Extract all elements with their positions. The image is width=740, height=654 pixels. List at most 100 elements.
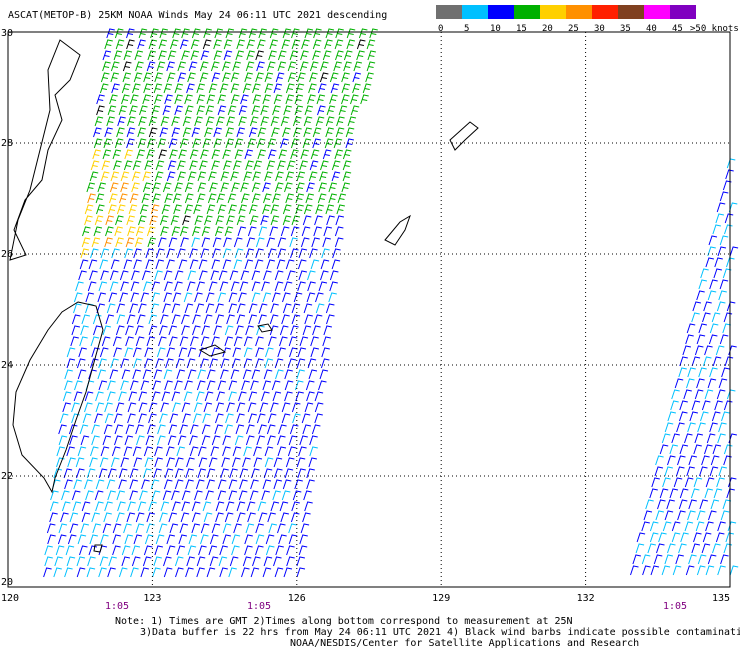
wind-barb bbox=[318, 182, 327, 193]
wind-barb bbox=[693, 532, 702, 543]
wind-barb bbox=[49, 501, 59, 512]
wind-barb bbox=[701, 400, 711, 411]
wind-barb bbox=[274, 468, 283, 479]
wind-barb bbox=[225, 501, 235, 512]
wind-barb bbox=[139, 490, 148, 501]
wind-barb bbox=[182, 215, 191, 226]
wind-barb bbox=[264, 72, 274, 83]
wind-barb bbox=[199, 270, 208, 281]
wind-barb bbox=[212, 248, 221, 259]
wind-barb bbox=[219, 545, 228, 556]
wind-barb bbox=[75, 281, 84, 292]
wind-barb bbox=[73, 479, 82, 490]
wind-barb bbox=[131, 171, 141, 182]
wind-barb bbox=[135, 325, 144, 336]
wind-barb bbox=[94, 215, 104, 226]
wind-barb bbox=[697, 422, 706, 433]
wind-barb bbox=[264, 83, 274, 94]
wind-barb bbox=[200, 358, 209, 369]
wind-barb bbox=[98, 380, 108, 391]
wind-barb bbox=[273, 479, 282, 490]
wind-barb bbox=[244, 534, 253, 545]
wind-barb bbox=[718, 378, 728, 389]
wind-barb bbox=[664, 554, 673, 565]
wind-barb bbox=[209, 358, 218, 369]
wind-barb bbox=[250, 567, 260, 578]
wind-barb bbox=[131, 270, 140, 281]
wind-barb bbox=[307, 358, 317, 369]
wind-barb bbox=[267, 413, 277, 424]
wind-barb bbox=[245, 523, 255, 534]
wind-barb bbox=[165, 358, 174, 369]
wind-barb bbox=[123, 446, 133, 457]
wind-barb bbox=[331, 259, 341, 270]
wind-barb bbox=[287, 358, 297, 369]
wind-barb bbox=[721, 411, 730, 422]
wind-barb bbox=[232, 457, 241, 468]
wind-barb bbox=[118, 391, 127, 402]
wind-barb bbox=[162, 303, 171, 314]
wind-barb bbox=[54, 556, 63, 567]
wind-barb bbox=[231, 545, 240, 556]
wind-barb bbox=[138, 402, 148, 413]
wind-barb bbox=[656, 543, 665, 554]
wind-barb bbox=[704, 345, 713, 356]
wind-barb bbox=[132, 347, 142, 358]
wind-barb bbox=[360, 94, 369, 105]
wind-barb bbox=[219, 567, 228, 578]
wind-barb bbox=[712, 543, 721, 554]
wind-barb bbox=[118, 468, 128, 479]
wind-barb bbox=[268, 336, 277, 347]
wind-barb bbox=[222, 435, 231, 446]
wind-barb bbox=[670, 400, 679, 411]
wind-barb bbox=[691, 543, 700, 554]
wind-barb bbox=[97, 182, 106, 193]
wind-barb bbox=[274, 358, 284, 369]
wind-barb bbox=[669, 488, 679, 499]
wind-barb bbox=[153, 468, 162, 479]
wind-barb bbox=[126, 138, 135, 149]
wind-barb bbox=[306, 182, 315, 193]
wind-barb bbox=[253, 446, 262, 457]
wind-barb bbox=[110, 72, 119, 83]
wind-barb bbox=[130, 567, 139, 578]
wind-barb bbox=[258, 303, 268, 314]
wind-barb bbox=[121, 94, 130, 105]
wind-barb bbox=[162, 490, 172, 501]
wind-barb bbox=[288, 523, 297, 534]
wind-barb bbox=[703, 301, 712, 312]
wind-barb bbox=[273, 556, 282, 567]
wind-barb bbox=[242, 369, 252, 380]
wind-barb bbox=[230, 94, 240, 105]
wind-barb bbox=[215, 402, 224, 413]
wind-barb bbox=[106, 28, 115, 39]
wind-barb bbox=[723, 312, 733, 323]
wind-barb bbox=[308, 171, 318, 182]
wind-barb bbox=[717, 246, 727, 257]
wind-barb bbox=[711, 411, 721, 422]
wind-barb bbox=[301, 413, 311, 424]
wind-barb bbox=[112, 149, 122, 160]
wind-barb bbox=[143, 83, 152, 94]
wind-barb bbox=[113, 50, 123, 61]
wind-barb bbox=[113, 160, 122, 171]
wind-barb bbox=[208, 83, 218, 94]
wind-barb bbox=[223, 39, 233, 50]
wind-barb bbox=[139, 204, 149, 215]
wind-barb bbox=[726, 158, 736, 169]
wind-barb bbox=[356, 39, 366, 50]
wind-barb bbox=[325, 127, 334, 138]
wind-barb bbox=[697, 554, 707, 565]
wind-barb bbox=[686, 466, 695, 477]
wind-barb bbox=[715, 345, 725, 356]
wind-barb bbox=[300, 523, 310, 534]
wind-barb bbox=[114, 424, 124, 435]
wind-barb bbox=[341, 72, 350, 83]
wind-barb bbox=[295, 391, 304, 402]
wind-barb bbox=[272, 490, 281, 501]
wind-barb bbox=[236, 303, 246, 314]
wind-barb bbox=[696, 378, 705, 389]
wind-barb bbox=[206, 369, 216, 380]
wind-barb bbox=[716, 477, 725, 488]
wind-barb bbox=[144, 160, 153, 171]
